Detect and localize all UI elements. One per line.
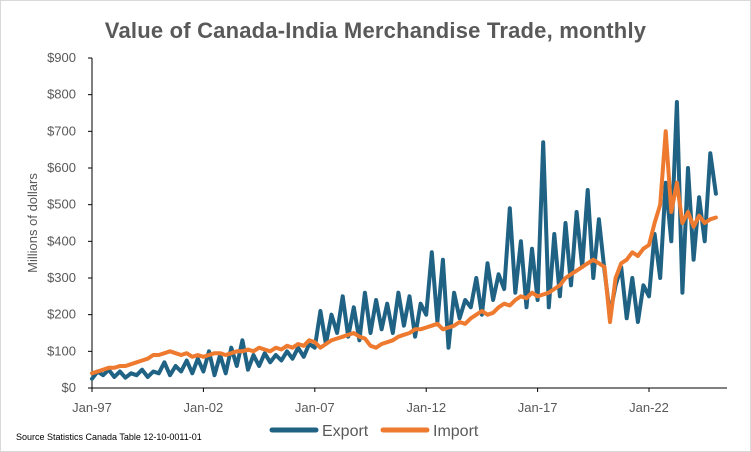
y-tick-label: $100 [47,343,76,358]
y-tick-label: $500 [47,197,76,212]
x-tick-label: Jan-22 [629,400,669,415]
series-layer [90,100,718,381]
chart-title: Value of Canada-India Merchandise Trade,… [104,18,647,43]
y-tick-label: $700 [47,123,76,138]
series-line-import [90,129,718,376]
y-tick-label: $0 [62,380,76,395]
legend-label-export: Export [322,423,369,440]
source-note: Source Statistics Canada Table 12-10-001… [16,432,202,442]
series-line-export [90,100,718,381]
y-tick-label: $900 [47,50,76,65]
y-tick-label: $300 [47,270,76,285]
x-tick-label: Jan-02 [184,400,224,415]
x-tick-label: Jan-97 [72,400,112,415]
axes-layer: $0 $100 $200 $300 $400 $500 $600 $700 $800 $900 Ja… [25,50,727,415]
legend-label-import: Import [433,423,479,440]
y-tick-label: $600 [47,160,76,175]
legend: Export Import [269,423,479,440]
y-tick-label: $400 [47,233,76,248]
y-axis-title: Millions of dollars [25,173,40,273]
y-tick-label: $200 [47,307,76,322]
y-tick-label: $800 [47,87,76,102]
x-tick-label: Jan-12 [406,400,446,415]
x-tick-label: Jan-07 [295,400,335,415]
x-tick-label: Jan-17 [518,400,558,415]
